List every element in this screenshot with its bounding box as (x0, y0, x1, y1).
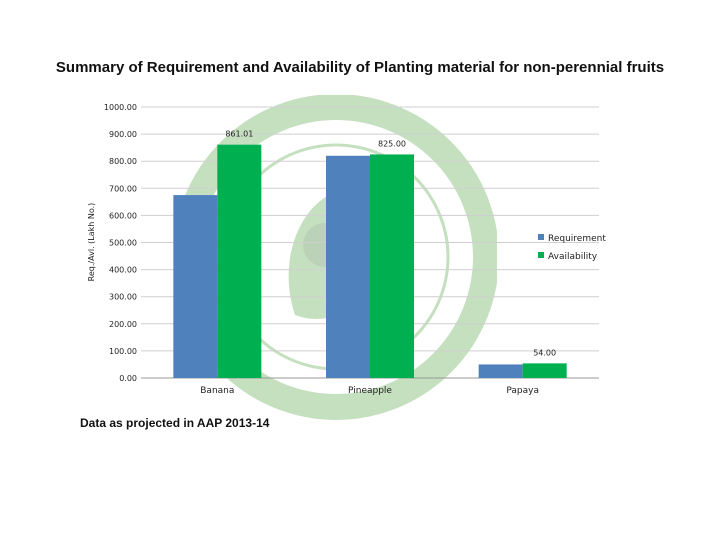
legend-swatch (538, 234, 544, 240)
y-tick-label: 700.00 (109, 184, 137, 193)
data-label: 861.01 (225, 130, 253, 139)
legend: Requirement Availability (538, 234, 606, 262)
slide-title: Summary of Requirement and Availability … (55, 59, 665, 76)
y-tick-label: 100.00 (109, 347, 137, 356)
y-tick-label: 800.00 (109, 157, 137, 166)
y-axis-label: Req./Avl. (Lakh No.) (87, 203, 96, 282)
bar-availability-papaya (522, 363, 567, 378)
y-tick-label: 1000.00 (104, 103, 137, 112)
bar-requirement-pineapple (326, 155, 370, 378)
y-tick-label: 500.00 (109, 239, 137, 248)
footnote: Data as projected in AAP 2013-14 (80, 416, 270, 430)
data-label: 825.00 (378, 139, 406, 148)
y-tick-label: 300.00 (109, 293, 137, 302)
bars (173, 144, 567, 378)
category-label: Pineapple (348, 386, 392, 396)
legend-item: Availability (548, 252, 598, 262)
legend-swatch (538, 252, 544, 258)
y-tick-labels: 0.00 100.00 200.00 300.00 400.00 500.00 600.00… (104, 103, 137, 383)
y-tick-label: 900.00 (109, 130, 137, 139)
bar-availability-pineapple (370, 154, 414, 378)
bar-requirement-banana (173, 195, 218, 378)
bar-requirement-papaya (478, 364, 523, 378)
category-label: Papaya (506, 386, 539, 396)
y-tick-label: 400.00 (109, 266, 137, 275)
category-label: Banana (200, 386, 234, 396)
y-tick-label: 600.00 (109, 211, 137, 220)
y-tick-label: 200.00 (109, 320, 137, 329)
legend-item: Requirement (548, 234, 606, 244)
y-tick-label: 0.00 (119, 374, 137, 383)
bar-availability-banana (217, 144, 262, 378)
category-labels: Banana Pineapple Papaya (200, 386, 539, 396)
data-label: 54.00 (533, 348, 556, 357)
data-labels: 861.01 825.00 54.00 (225, 130, 556, 358)
